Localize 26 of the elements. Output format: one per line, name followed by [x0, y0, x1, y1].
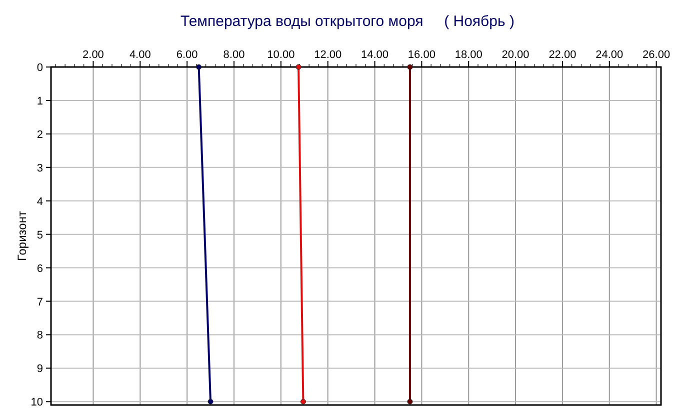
y-axis-title: Горизонт — [15, 210, 29, 261]
y-tick-label: 3 — [36, 162, 43, 174]
y-tick-label: 7 — [36, 296, 43, 308]
x-tick-label: 12.00 — [314, 49, 342, 61]
y-tick-label: 0 — [36, 62, 43, 74]
x-tick-label: 10.00 — [267, 49, 295, 61]
y-tick-label: 10 — [30, 396, 43, 409]
x-tick-label: 22.00 — [548, 49, 576, 61]
x-tick-label: 6.00 — [176, 49, 198, 61]
x-tick-label: 16.00 — [408, 49, 436, 61]
x-tick-label: 2.00 — [82, 49, 104, 61]
x-tick-label: 4.00 — [129, 49, 151, 61]
x-tick-label: 14.00 — [361, 49, 389, 61]
y-tick-label: 8 — [36, 330, 43, 342]
x-tick-label: 20.00 — [502, 49, 530, 61]
y-tick-label: 2 — [36, 128, 43, 141]
chart-title: Температура воды открытого моря ( Ноябрь ) — [180, 13, 514, 30]
y-tick-label: 6 — [36, 262, 43, 275]
x-tick-label: 18.00 — [454, 49, 482, 61]
x-tick-label: 24.00 — [596, 49, 624, 61]
x-tick-label: 8.00 — [223, 49, 245, 61]
x-tick-label: 26.00 — [642, 49, 670, 61]
y-tick-label: 1 — [36, 95, 43, 108]
y-tick-label: 9 — [36, 363, 43, 376]
y-tick-label: 4 — [36, 196, 43, 208]
y-tick-label: 5 — [36, 229, 43, 242]
